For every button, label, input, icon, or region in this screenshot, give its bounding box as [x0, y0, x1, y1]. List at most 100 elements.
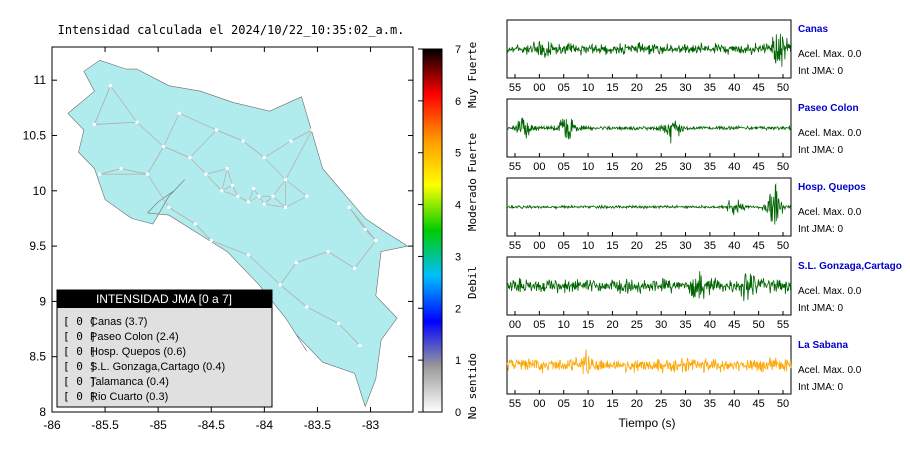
waveform-tick-label: 05: [558, 240, 570, 252]
waveform-tick-label: 55: [509, 240, 521, 252]
waveform-tick-label: 10: [582, 398, 594, 410]
road-segment: [306, 306, 339, 324]
road-segment: [221, 184, 233, 192]
station-marker: [188, 156, 192, 160]
x-tick-label: -86: [43, 418, 61, 432]
road-segment: [189, 157, 207, 175]
legend-entry-label: S.L. Gonzaga,Cartago (0.4): [90, 361, 225, 373]
station-marker: [241, 139, 245, 143]
station-marker: [326, 250, 330, 254]
station-marker: [284, 205, 288, 209]
station-marker: [289, 139, 293, 143]
waveform-tick-label: 15: [582, 319, 594, 331]
station-marker: [347, 205, 351, 209]
waveform-tick-label: 20: [631, 240, 643, 252]
y-tick-label: 11: [34, 73, 47, 87]
waveform-tick-label: 30: [679, 398, 691, 410]
waveform-tick-label: 55: [777, 319, 789, 331]
road-segment: [168, 207, 196, 225]
waveform-trace: [506, 117, 792, 144]
waveform-tick-label: 05: [558, 82, 570, 94]
legend-entry-box: [ 0 ]: [63, 345, 96, 358]
waveform-tick-label: 35: [704, 161, 716, 173]
legend-entry-box: [ 0 ]: [63, 330, 96, 343]
waveform-panel: 55 00 05 10 15 20 25 30 35 40 45 50 La Sabana Acel. M…: [506, 335, 862, 410]
legend: INTENSIDAD JMA [0 a 7] [ 0 ]Canas (3.7)[…: [56, 289, 273, 408]
waveform-tick-label: 35: [704, 398, 716, 410]
map-x-ticks: -86 -85.5 -85 -84.5 -84 -83.5 -83: [43, 47, 380, 432]
road-segment: [120, 168, 148, 175]
station-markers: [92, 84, 378, 348]
waveform-trace: [506, 349, 792, 375]
road-segment: [242, 140, 265, 158]
station-marker: [225, 167, 229, 171]
station-marker: [98, 172, 102, 176]
waveform-tick-label: 10: [582, 240, 594, 252]
station-marker: [262, 156, 266, 160]
road-segment: [147, 146, 164, 175]
road-segment: [94, 121, 137, 125]
waveform-panel: 55 00 05 10 15 20 25 30 35 40 45 50 Canas Acel. Max. …: [506, 19, 862, 94]
legend-entry-box: [ 0 ]: [63, 375, 96, 388]
waveform-tick-label: 55: [509, 82, 521, 94]
legend-entry-label: Talamanca (0.4): [90, 376, 169, 388]
road-segment: [163, 146, 191, 158]
map-y-ticks: 8 8.5 9 9.5 10 10.5 11: [23, 73, 413, 419]
waveform-tick-label: 45: [753, 82, 765, 94]
colorbar-tick-label: 4: [455, 200, 461, 212]
waveform-tick-label: 00: [509, 319, 521, 331]
road-segment: [279, 262, 297, 286]
station-marker: [236, 194, 240, 198]
station-marker: [161, 145, 165, 149]
road-segment: [136, 121, 164, 147]
legend-header: [57, 290, 272, 308]
station-intensity: Int JMA: 0: [798, 224, 843, 235]
station-intensity: Int JMA: 0: [798, 303, 843, 314]
y-tick-label: 10: [33, 184, 47, 198]
waveform-trace: [506, 182, 792, 225]
station-accel: Acel. Max. 0.0: [798, 49, 862, 60]
legend-entry-label: Canas (3.7): [90, 316, 147, 328]
road-segment: [272, 179, 286, 197]
waveform-tick-label: 50: [777, 82, 789, 94]
road-segment: [189, 129, 217, 158]
waveform-tick-label: 25: [655, 240, 667, 252]
waveform-tick-label: 10: [582, 161, 594, 173]
waveform-tick-label: 30: [679, 82, 691, 94]
road-segment: [221, 168, 228, 191]
station-intensity: Int JMA: 0: [798, 382, 843, 393]
y-tick-label: 8: [39, 405, 46, 419]
waveform-tick-label: 25: [631, 319, 643, 331]
waveform-tick-label: 20: [631, 398, 643, 410]
station-name: Canas: [798, 24, 828, 35]
station-marker: [177, 111, 181, 115]
station-marker: [246, 200, 250, 204]
x-tick-label: -83: [362, 418, 380, 432]
station-intensity: Int JMA: 0: [798, 145, 843, 156]
road-segment: [248, 188, 255, 202]
waveform-tick-label: 00: [533, 82, 545, 94]
waveform-trace: [506, 271, 792, 302]
road-segment: [327, 251, 355, 269]
road-segment: [264, 140, 292, 158]
colorbar-category-label: Fuerte: [466, 133, 479, 173]
x-tick-label: -85.5: [91, 418, 119, 432]
colorbar: 0 1 2 3 4 5 6 7 No sentido Debil Moderado Fuerte Mu…: [418, 42, 479, 419]
legend-entry-label: Hosp. Quepos (0.6): [90, 346, 186, 358]
waveform-tick-label: 40: [728, 398, 740, 410]
road-segment: [285, 129, 313, 180]
waveform-tick-label: 00: [533, 161, 545, 173]
station-name: La Sabana: [798, 340, 848, 351]
station-marker: [305, 194, 309, 198]
waveform-tick-label: 10: [558, 319, 570, 331]
legend-entry-box: [ 0 ]: [63, 315, 96, 328]
waveform-trace: [506, 33, 792, 67]
waveform-tick-label: 25: [655, 82, 667, 94]
road-segment: [237, 195, 249, 203]
waveform-tick-label: 05: [558, 398, 570, 410]
colorbar-category-label: Debil: [466, 266, 479, 299]
colorbar-tick-label: 5: [455, 148, 461, 160]
station-marker: [246, 253, 250, 257]
station-marker: [363, 228, 367, 231]
x-tick-label: -84: [256, 418, 274, 432]
